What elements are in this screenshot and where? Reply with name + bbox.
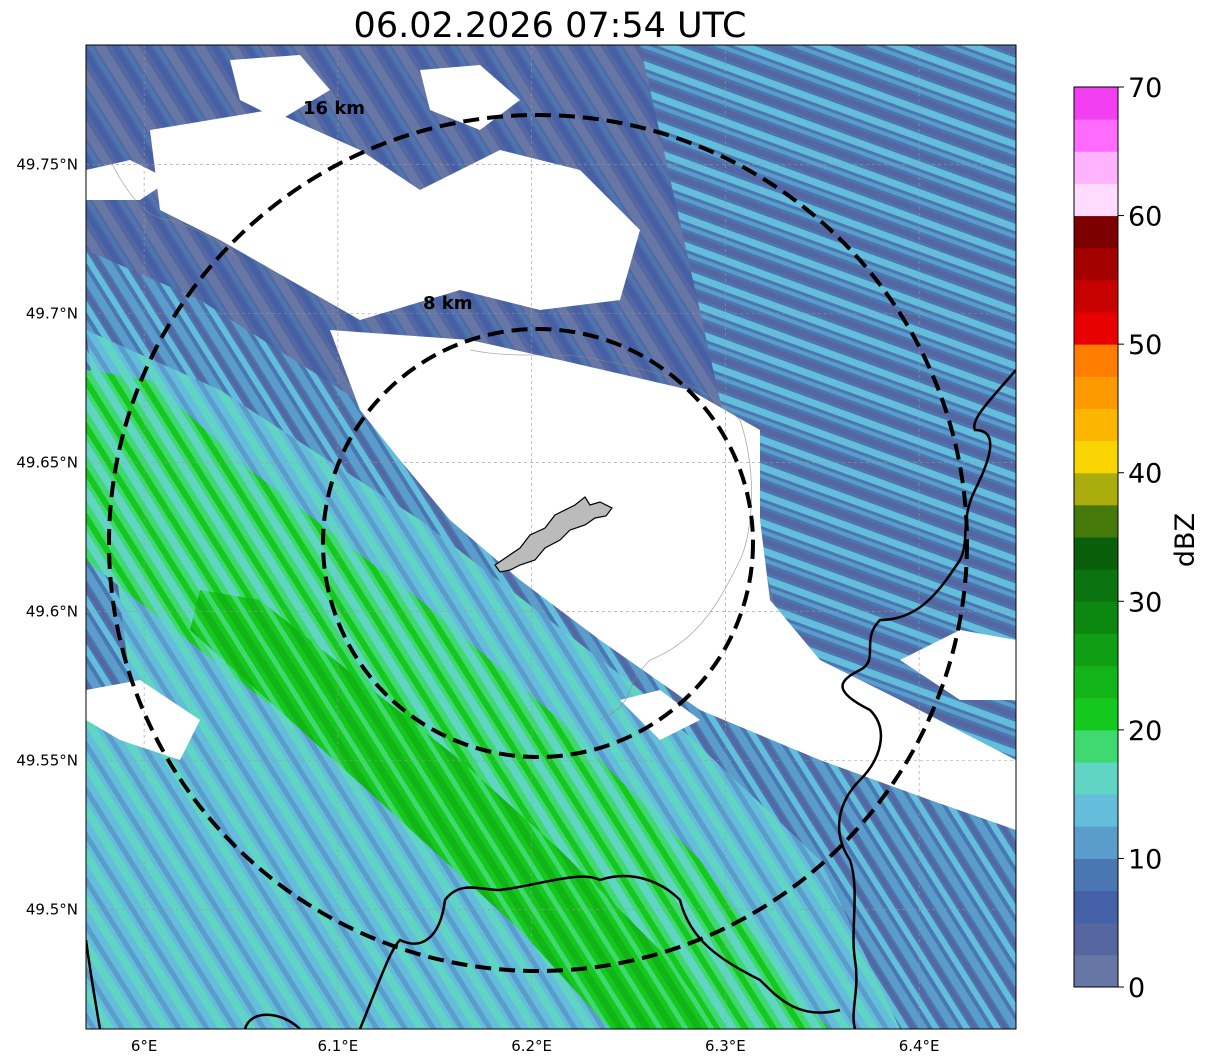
colorbar-cell (1074, 215, 1118, 249)
colorbar-cell (1074, 376, 1118, 409)
lon-tick-label: 6.4°E (899, 1037, 940, 1055)
range-rings: 8 km 16 km (107, 98, 969, 973)
colorbar-tick-label: 60 (1128, 202, 1162, 233)
border-south (358, 874, 841, 1029)
range-ring-label-8km: 8 km (423, 293, 473, 314)
colorbar-cell (1074, 794, 1118, 827)
colorbar-cell (1074, 922, 1118, 956)
border-bottom-left (243, 1013, 301, 1029)
radar-map: 8 km 16 km (86, 45, 1016, 1029)
colorbar-cells (1074, 87, 1118, 988)
colorbar-cell (1074, 633, 1118, 667)
colorbar-tick-label: 50 (1128, 330, 1162, 361)
colorbar-cell (1074, 601, 1118, 634)
colorbar-cell (1074, 858, 1118, 892)
colorbar-cell (1074, 183, 1118, 217)
border-east (837, 369, 1016, 1029)
colorbar-ticks: 0 10 20 30 40 50 60 70 (1118, 73, 1162, 1004)
country-borders (86, 369, 1016, 1029)
range-ring-label-16km: 16 km (303, 98, 365, 119)
lat-tick-label: 49.65°N (16, 453, 78, 471)
lat-tick-label: 49.6°N (26, 603, 78, 621)
colorbar-frame (1073, 86, 1119, 988)
colorbar-tick-label: 10 (1128, 844, 1162, 875)
colorbar-cell (1074, 697, 1118, 731)
lat-tick-label: 49.5°N (26, 901, 78, 919)
latitude-ticks: 49.5°N 49.55°N 49.6°N 49.65°N 49.7°N 49.75°N (16, 155, 78, 918)
colorbar-cell (1074, 504, 1118, 538)
colorbar-cell (1074, 312, 1118, 345)
lon-tick-label: 6.3°E (705, 1037, 746, 1055)
range-ring-16km (107, 113, 969, 973)
colorbar-cell (1074, 569, 1118, 602)
colorbar-cell (1074, 665, 1118, 699)
lat-tick-label: 49.7°N (26, 304, 78, 322)
lon-tick-label: 6.2°E (511, 1037, 552, 1055)
colorbar-cell (1074, 472, 1118, 506)
colorbar-cell (1074, 247, 1118, 281)
colorbar-cell (1074, 151, 1118, 184)
longitude-ticks: 6°E 6.1°E 6.2°E 6.3°E 6.4°E (131, 1037, 940, 1055)
airport-outline (494, 496, 613, 573)
colorbar-cell (1074, 762, 1118, 795)
lon-tick-label: 6.1°E (317, 1037, 358, 1055)
colorbar-cell (1074, 440, 1118, 474)
colorbar-cell (1074, 279, 1118, 313)
colorbar: 0 10 20 30 40 50 60 70 dBZ (1073, 73, 1201, 1004)
map-frame (85, 44, 1017, 1030)
precip-band-green (86, 370, 830, 1029)
border-southwest (86, 939, 102, 1029)
range-ring-8km (321, 327, 755, 759)
lon-tick-label: 6°E (131, 1037, 158, 1055)
colorbar-label: dBZ (1170, 513, 1201, 567)
colorbar-cell (1074, 119, 1118, 152)
lat-tick-label: 49.55°N (16, 752, 78, 770)
colorbar-cell (1074, 344, 1118, 377)
colorbar-cell (1074, 729, 1118, 763)
colorbar-tick-label: 20 (1128, 716, 1162, 747)
plot-title: 06.02.2026 07:54 UTC (354, 6, 747, 46)
colorbar-cell (1074, 537, 1118, 570)
colorbar-cell (1074, 408, 1118, 442)
precip-band-core (190, 590, 720, 1029)
colorbar-tick-label: 30 (1128, 587, 1162, 618)
colorbar-cell (1074, 954, 1118, 988)
no-echo-gaps (86, 55, 1016, 830)
colorbar-cell (1074, 87, 1118, 120)
colorbar-cell (1074, 826, 1118, 859)
colorbar-tick-label: 70 (1128, 73, 1162, 104)
lat-tick-label: 49.75°N (16, 155, 78, 173)
colorbar-cell (1074, 890, 1118, 924)
admin-boundaries (109, 159, 752, 721)
colorbar-tick-label: 40 (1128, 459, 1162, 490)
colorbar-tick-label: 0 (1128, 973, 1145, 1004)
